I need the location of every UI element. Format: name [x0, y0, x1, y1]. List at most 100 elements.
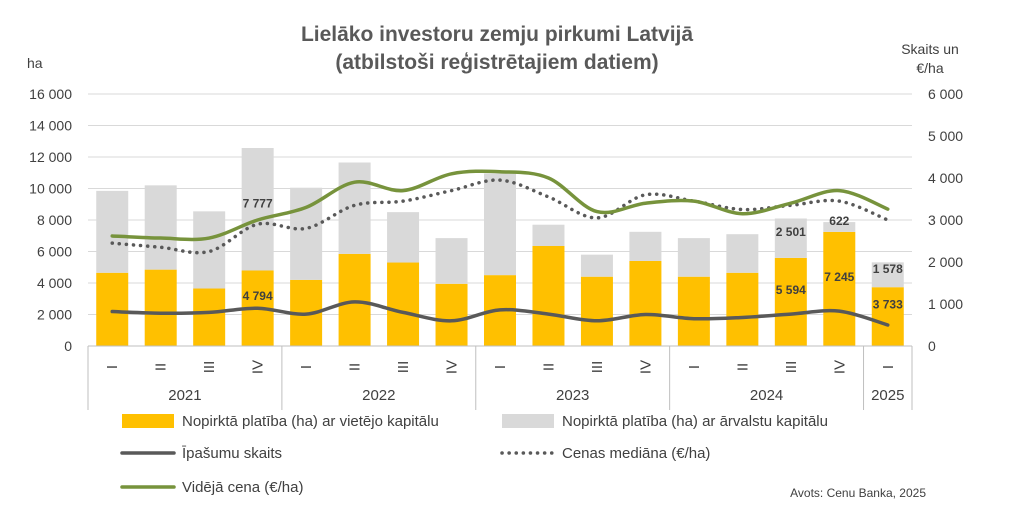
chart-title: Lielāko investoru zemju pirkumi Latvijā [301, 23, 693, 46]
right-tick-label: 5 000 [928, 128, 963, 144]
left-tick-label: 8 000 [37, 212, 72, 228]
bar-local-capital [726, 272, 759, 346]
bar-foreign-capital [338, 162, 371, 254]
bar-local-capital [580, 276, 613, 346]
year-label: 2023 [556, 387, 589, 404]
source-note: Avots: Cenu Banka, 2025 [790, 486, 926, 500]
bar-local-capital [338, 253, 371, 346]
year-label: 2021 [168, 387, 201, 404]
year-label: 2024 [750, 387, 783, 404]
bar-foreign-capital [484, 173, 516, 276]
left-axis-label: ha [27, 55, 43, 71]
quarter-label: III [395, 361, 412, 374]
bar-local-capital [629, 260, 662, 346]
year-label: 2022 [362, 387, 395, 404]
data-label: 7 777 [243, 196, 273, 210]
line-series [110, 169, 890, 327]
bar-foreign-capital [629, 231, 662, 261]
left-tick-label: 14 000 [29, 118, 72, 134]
right-axis-label-line1: Skaits un [901, 41, 959, 57]
data-label: 5 594 [776, 283, 806, 297]
legend-label: Nopirktā platība (ha) ar vietējo kapitāl… [182, 413, 439, 430]
bar-local-capital [823, 231, 856, 346]
bar-local-capital [435, 283, 468, 346]
bar-foreign-capital [241, 148, 274, 271]
bar-foreign-capital [823, 222, 856, 232]
right-tick-label: 0 [928, 338, 936, 354]
bar-series [96, 148, 904, 346]
quarter-label: IV [831, 360, 848, 374]
legend-swatch [122, 414, 174, 428]
bar-foreign-capital [774, 218, 807, 258]
average-price-line [110, 169, 890, 242]
price-median-line [110, 178, 890, 255]
quarter-label: III [783, 361, 800, 374]
left-axis-ticks: 0 2 000 4 000 6 000 8 000 10 000 12 000 14 000 1… [29, 86, 72, 354]
left-tick-label: 12 000 [29, 149, 72, 165]
left-tick-label: 4 000 [37, 275, 72, 291]
bar-foreign-capital [871, 262, 904, 288]
quarter-label: II [347, 363, 364, 371]
bar-foreign-capital [96, 190, 129, 273]
quarter-label: IV [637, 360, 654, 374]
bar-local-capital [144, 269, 177, 346]
bar-local-capital [774, 257, 807, 346]
legend: Nopirktā platība (ha) ar vietējo kapitāl… [120, 413, 828, 496]
right-tick-label: 2 000 [928, 254, 963, 270]
legend-label: Nopirktā platība (ha) ar ārvalstu kapitā… [562, 413, 828, 430]
bar-foreign-capital [144, 185, 177, 270]
quarter-label: II [734, 363, 751, 371]
bar-local-capital [871, 287, 904, 346]
bar-foreign-capital [387, 212, 420, 263]
quarter-label: I [492, 365, 509, 369]
right-tick-label: 1 000 [928, 296, 963, 312]
right-axis-label-line2: €/ha [916, 60, 943, 76]
year-label: 2025 [871, 387, 904, 404]
data-label: 1 578 [873, 262, 903, 276]
left-tick-label: 16 000 [29, 86, 72, 102]
bar-foreign-capital [580, 254, 613, 277]
right-tick-label: 6 000 [928, 86, 963, 102]
data-labels: 4 794 7 777 5 594 2 501 7 245 622 3 733 1 578 [243, 196, 903, 311]
data-label: 3 733 [873, 298, 903, 312]
bar-foreign-capital [726, 234, 759, 273]
quarter-label: II [153, 363, 170, 371]
quarter-label: I [686, 365, 703, 369]
property-count-line [110, 300, 890, 327]
quarter-label: IV [444, 360, 461, 374]
right-axis-ticks: 0 1 000 2 000 3 000 4 000 5 000 6 000 [928, 86, 963, 354]
data-label: 7 245 [824, 270, 854, 284]
bar-foreign-capital [677, 238, 710, 277]
legend-label: Vidējā cena (€/ha) [182, 479, 303, 496]
data-label: 622 [829, 214, 849, 228]
quarter-label: III [201, 361, 218, 374]
left-tick-label: 10 000 [29, 181, 72, 197]
quarter-label: IV [250, 360, 267, 374]
quarter-label: II [540, 363, 557, 371]
left-tick-label: 0 [64, 338, 72, 354]
bar-local-capital [532, 245, 565, 346]
right-tick-label: 4 000 [928, 170, 963, 186]
quarter-label: I [104, 365, 121, 369]
left-tick-label: 6 000 [37, 244, 72, 260]
quarter-label: I [880, 365, 897, 369]
legend-label: Īpašumu skaits [182, 445, 282, 462]
legend-label: Cenas mediāna (€/ha) [562, 445, 710, 462]
bar-foreign-capital [532, 224, 565, 246]
bar-local-capital [193, 288, 226, 346]
bar-foreign-capital [435, 238, 468, 284]
bar-local-capital [96, 272, 129, 346]
data-label: 4 794 [243, 289, 273, 303]
bar-local-capital [387, 262, 420, 346]
quarter-label: I [298, 365, 315, 369]
quarter-label: III [589, 361, 606, 374]
bar-local-capital [677, 276, 710, 346]
right-tick-label: 3 000 [928, 212, 963, 228]
chart-subtitle: (atbilstoši reģistrētajiem datiem) [335, 51, 658, 74]
data-label: 2 501 [776, 225, 806, 239]
legend-swatch [502, 414, 554, 428]
bar-foreign-capital [193, 211, 226, 289]
left-tick-label: 2 000 [37, 307, 72, 323]
